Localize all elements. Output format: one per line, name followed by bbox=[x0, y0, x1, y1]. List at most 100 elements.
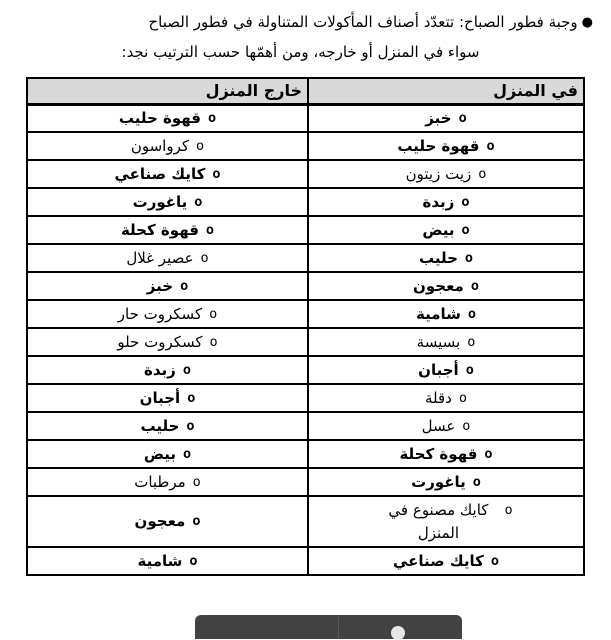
food-item-label: خبز bbox=[146, 276, 174, 295]
table-cell-home: o بسيسة bbox=[307, 327, 585, 357]
table-header-row: في المنزل خارج المنزل bbox=[26, 77, 585, 106]
food-item-label: كرواسون bbox=[130, 136, 190, 155]
circle-bullet-icon: o bbox=[470, 277, 479, 294]
circle-bullet-icon: o bbox=[194, 193, 203, 210]
circle-bullet-icon: o bbox=[465, 361, 474, 378]
table-cell-home: o كايك صناعي bbox=[307, 546, 585, 576]
table-cell-home: o شامية bbox=[307, 299, 585, 329]
food-item-label: كسكروت حار bbox=[117, 304, 203, 323]
food-item-label: معجون bbox=[134, 512, 186, 530]
circle-bullet-icon: o bbox=[186, 417, 195, 434]
table-row: o زيت زيتون o كايك صناعي bbox=[26, 159, 585, 189]
circle-bullet-icon: o bbox=[189, 552, 198, 569]
food-item-label: عصير غلال bbox=[126, 248, 194, 267]
toolbar-divider bbox=[338, 617, 339, 639]
circle-bullet-icon: o bbox=[183, 445, 192, 462]
food-item-label: شامية bbox=[415, 304, 461, 323]
table-row: o قهوة حليب o كرواسون bbox=[26, 131, 585, 161]
table-cell-home: o زبدة bbox=[307, 187, 585, 217]
food-item-label: قهوة كحلة bbox=[120, 220, 199, 239]
table-cell-outside: o كرواسون bbox=[26, 131, 309, 161]
table-row: o حليب o عصير غلال bbox=[26, 243, 585, 273]
circle-bullet-icon: o bbox=[212, 165, 221, 182]
table-cell-outside: o عصير غلال bbox=[26, 243, 309, 273]
table-cell-home: o عسل bbox=[307, 411, 585, 441]
food-item-label: كايك مصنوع في المنزل bbox=[388, 501, 489, 542]
table-cell-home: o أجبان bbox=[307, 355, 585, 385]
food-item-label: ياغورت bbox=[411, 472, 466, 491]
food-item-label: قهوة كحلة bbox=[399, 444, 478, 463]
column-header-outside: خارج المنزل bbox=[26, 77, 309, 106]
circle-bullet-icon: o bbox=[196, 137, 205, 154]
food-item-label: معجون bbox=[413, 276, 464, 295]
circle-bullet-icon: o bbox=[467, 333, 476, 350]
circle-bullet-icon: o bbox=[484, 445, 493, 462]
food-item-label: زيت زيتون bbox=[405, 164, 472, 183]
table-cell-home: o كايك مصنوع في المنزل bbox=[307, 495, 585, 548]
table-cell-home: o زيت زيتون bbox=[307, 159, 585, 189]
circle-bullet-icon: o bbox=[458, 389, 467, 406]
table-cell-outside: o كايك صناعي bbox=[26, 159, 309, 189]
table-cell-outside: o قهوة حليب bbox=[26, 103, 309, 133]
table-row: o بسيسة o كسكروت حلو bbox=[26, 327, 585, 357]
table-cell-outside: o شامية bbox=[26, 546, 309, 576]
circle-bullet-icon: o bbox=[461, 193, 470, 210]
food-item-label: كايك صناعي bbox=[393, 551, 484, 570]
circle-bullet-icon: o bbox=[458, 109, 467, 126]
food-item-label: بسيسة bbox=[416, 332, 461, 351]
toolbar-button-icon[interactable] bbox=[391, 626, 405, 640]
table-cell-outside: o مرطبات bbox=[26, 467, 309, 497]
table-row: o كايك صناعي o شامية bbox=[26, 546, 585, 576]
circle-bullet-icon: o bbox=[464, 249, 474, 266]
table-row: o قهوة كحلة o بيض bbox=[26, 439, 585, 469]
table-body: o خبز o قهوة حليب o قهوة حليب o كرواسون o زيت زيت… bbox=[26, 103, 585, 576]
circle-bullet-icon: o bbox=[472, 473, 481, 490]
table-cell-outside: o زبدة bbox=[26, 355, 309, 385]
circle-bullet-icon: o bbox=[205, 221, 215, 238]
food-item-label: ياغورت bbox=[132, 192, 188, 211]
food-item-label: زبدة bbox=[422, 192, 455, 211]
table-row: o زبدة o ياغورت bbox=[26, 187, 585, 217]
intro-paragraph: ●وجبة فطور الصباح: تتعدّد أصناف المأكولا… bbox=[0, 0, 611, 67]
food-item-label: أجبان bbox=[418, 360, 459, 379]
circle-bullet-icon: o bbox=[200, 249, 209, 266]
food-item-label: قهوة حليب bbox=[397, 136, 480, 155]
circle-bullet-icon: o bbox=[478, 165, 487, 182]
circle-bullet-icon: o bbox=[462, 417, 471, 434]
table-cell-outside: o قهوة كحلة bbox=[26, 215, 309, 245]
list-bullet-icon: ● bbox=[581, 15, 593, 30]
table-cell-outside: o كسكروت حلو bbox=[26, 327, 309, 357]
food-item-label: بيض bbox=[143, 444, 177, 463]
circle-bullet-icon: o bbox=[192, 513, 201, 529]
intro-line-2: سواء في المنزل أو خارجه، ومن أهمّها حسب … bbox=[121, 43, 480, 61]
table-cell-home: o دقلة bbox=[307, 383, 585, 413]
table-cell-outside: o بيض bbox=[26, 439, 309, 469]
circle-bullet-icon: o bbox=[467, 305, 477, 322]
circle-bullet-icon: o bbox=[208, 109, 217, 126]
table-cell-outside: o معجون bbox=[26, 495, 309, 548]
table-row: o كايك مصنوع في المنزل o معجون bbox=[26, 495, 585, 548]
food-item-label: عسل bbox=[421, 416, 456, 435]
food-item-label: شامية bbox=[137, 551, 183, 570]
table-row: o معجون o خبز bbox=[26, 271, 585, 301]
food-item-label: حليب bbox=[418, 248, 458, 267]
circle-bullet-icon: o bbox=[490, 552, 499, 569]
table-row: o شامية o كسكروت حار bbox=[26, 299, 585, 329]
table-cell-outside: o ياغورت bbox=[26, 187, 309, 217]
table-row: o أجبان o زبدة bbox=[26, 355, 585, 385]
table-row: o دقلة o أجبان bbox=[26, 383, 585, 413]
table-header: في المنزل خارج المنزل bbox=[26, 77, 585, 106]
column-header-home: في المنزل bbox=[307, 77, 585, 106]
intro-line-1: ●وجبة فطور الصباح: تتعدّد أصناف المأكولا… bbox=[8, 7, 593, 38]
table-cell-home: o قهوة حليب bbox=[307, 131, 585, 161]
table-cell-outside: o خبز bbox=[26, 271, 309, 301]
table-cell-home: o بيض bbox=[307, 215, 585, 245]
table-row: o خبز o قهوة حليب bbox=[26, 103, 585, 133]
table-cell-outside: o أجبان bbox=[26, 383, 309, 413]
circle-bullet-icon: o bbox=[461, 221, 470, 238]
table-cell-home: o ياغورت bbox=[307, 467, 585, 497]
circle-bullet-icon: o bbox=[209, 305, 218, 322]
floating-toolbar[interactable] bbox=[195, 615, 462, 640]
table-row: o ياغورت o مرطبات bbox=[26, 467, 585, 497]
food-item-label: حليب bbox=[140, 416, 180, 435]
